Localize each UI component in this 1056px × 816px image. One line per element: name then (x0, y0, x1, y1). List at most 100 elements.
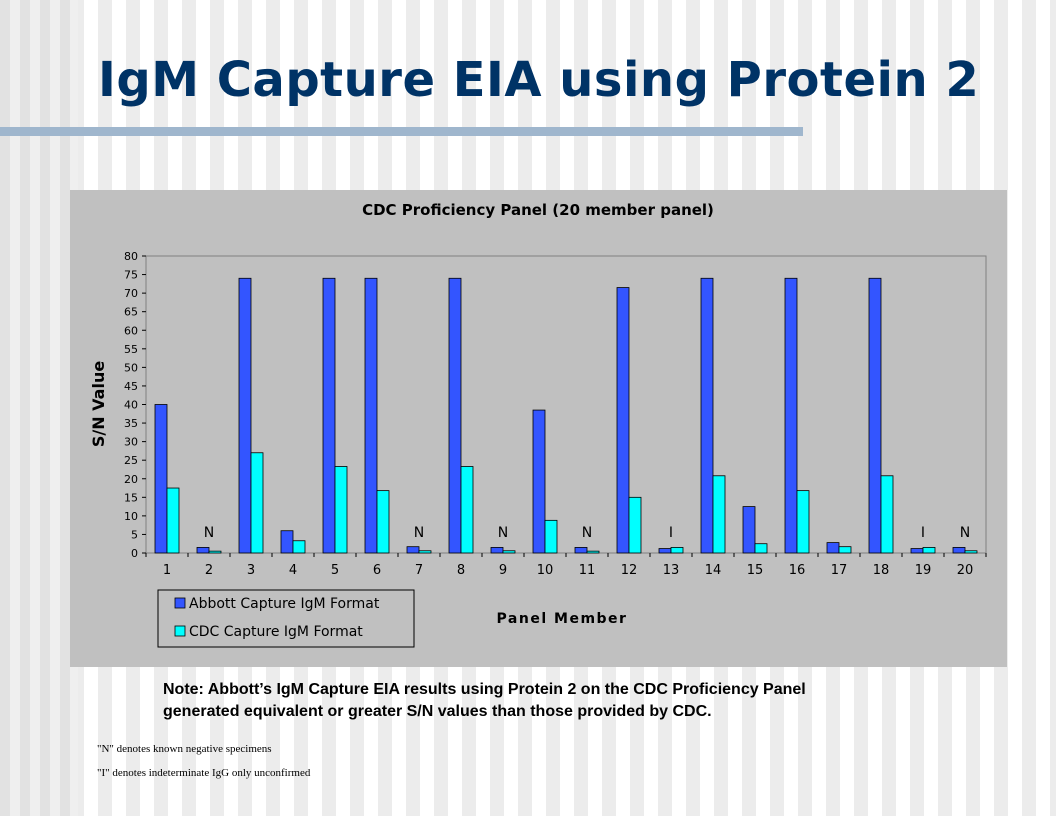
chart-legend: Abbott Capture IgM Format CDC Capture Ig… (157, 589, 415, 648)
title-divider (0, 127, 803, 136)
bar-cdc-11 (586, 550, 600, 554)
bar-abbott-17 (826, 542, 840, 554)
x-tick-label: 6 (373, 563, 381, 578)
annotation-label: N (582, 525, 592, 541)
x-tick-label: 5 (331, 563, 339, 578)
annotation-label: I (921, 525, 925, 541)
x-tick-label: 8 (457, 563, 465, 578)
bar-abbott-9 (490, 547, 504, 554)
y-tick-label: 25 (124, 454, 138, 467)
y-tick-label: 45 (124, 380, 138, 393)
chart-panel: CDC Proficiency Panel (20 member panel) … (70, 190, 1007, 667)
x-tick-label: 10 (537, 563, 554, 578)
x-tick-label: 3 (247, 563, 255, 578)
note-text: Note: Abbott’s IgM Capture EIA results u… (163, 681, 806, 720)
bar-cdc-7 (418, 550, 432, 554)
legend-label-abbott: Abbott Capture IgM Format (189, 596, 380, 612)
bar-abbott-7 (406, 546, 420, 554)
bar-abbott-16 (784, 277, 798, 554)
bar-abbott-15 (742, 506, 756, 554)
bar-abbott-13 (658, 548, 672, 554)
bar-cdc-2 (208, 550, 222, 554)
x-axis: 1 2 3 4 5 6 7 8 9 10 11 12 13 14 15 16 17 18 19 20 (145, 553, 987, 578)
bar-cdc-19 (922, 547, 936, 554)
bar-abbott-1 (154, 404, 168, 554)
bar-abbott-2 (196, 547, 210, 554)
chart-title: CDC Proficiency Panel (20 member panel) (362, 201, 714, 219)
y-axis: 0 5 10 15 20 25 30 35 40 45 50 55 60 65 70 75 80 (124, 250, 146, 560)
bar-cdc-13 (670, 547, 684, 554)
bar-cdc-10 (544, 519, 558, 554)
y-tick-label: 30 (124, 436, 138, 449)
x-tick-label: 1 (163, 563, 171, 578)
x-tick-label: 20 (957, 563, 974, 578)
bar-chart: CDC Proficiency Panel (20 member panel) … (89, 201, 987, 648)
x-tick-label: 7 (415, 563, 423, 578)
x-tick-label: 2 (205, 563, 213, 578)
slide-background-band (0, 0, 78, 816)
y-tick-label: 0 (131, 547, 138, 560)
bar-cdc-17 (838, 546, 852, 554)
bar-abbott-14 (700, 277, 714, 554)
annotation-label: N (960, 525, 970, 541)
legend-label-cdc: CDC Capture IgM Format (189, 624, 363, 640)
bar-cdc-3 (250, 452, 264, 554)
bar-cdc-8 (460, 466, 474, 554)
bar-cdc-6 (376, 490, 390, 554)
bar-abbott-11 (574, 547, 588, 554)
bar-abbott-4 (280, 530, 294, 554)
bar-cdc-1 (166, 487, 180, 554)
y-axis-label: S/N Value (89, 361, 108, 448)
legend-swatch-cdc (174, 625, 186, 637)
bar-abbott-18 (868, 277, 882, 554)
bar-cdc-5 (334, 466, 348, 554)
bar-abbott-6 (364, 277, 378, 554)
bar-cdc-12 (628, 496, 642, 554)
y-tick-label: 55 (124, 343, 138, 356)
x-tick-label: 17 (831, 563, 848, 578)
y-tick-label: 65 (124, 306, 138, 319)
x-tick-label: 16 (789, 563, 806, 578)
x-tick-label: 11 (579, 563, 596, 578)
y-tick-label: 10 (124, 510, 138, 523)
plot-area (145, 255, 987, 554)
annotation-label: N (498, 525, 508, 541)
footnote-negative: "N" denotes known negative specimens (97, 743, 272, 755)
x-tick-label: 15 (747, 563, 764, 578)
x-tick-label: 4 (289, 563, 297, 578)
legend-swatch-abbott (174, 597, 186, 609)
annotation-label: I (669, 525, 673, 541)
y-tick-label: 5 (131, 528, 138, 541)
bar-cdc-14 (712, 475, 726, 554)
bar-cdc-9 (502, 550, 516, 554)
bar-cdc-18 (880, 475, 894, 554)
x-tick-label: 14 (705, 563, 722, 578)
bar-abbott-20 (952, 547, 966, 554)
y-tick-label: 50 (124, 361, 138, 374)
x-tick-label: 13 (663, 563, 680, 578)
y-tick-label: 35 (124, 417, 138, 430)
x-tick-label: 18 (873, 563, 890, 578)
bar-abbott-12 (616, 287, 630, 554)
y-tick-label: 75 (124, 269, 138, 282)
bar-abbott-5 (322, 277, 336, 554)
bar-cdc-20 (964, 550, 978, 554)
y-tick-label: 20 (124, 473, 138, 486)
bars (154, 277, 978, 554)
x-tick-label: 9 (499, 563, 507, 578)
y-tick-label: 15 (124, 491, 138, 504)
bar-cdc-4 (292, 540, 306, 554)
annotation-label: N (204, 525, 214, 541)
y-tick-label: 60 (124, 324, 138, 337)
bar-abbott-19 (910, 548, 924, 554)
x-tick-label: 19 (915, 563, 932, 578)
bar-cdc-16 (796, 490, 810, 554)
x-tick-label: 12 (621, 563, 638, 578)
bar-abbott-8 (448, 277, 462, 554)
bar-cdc-15 (754, 543, 768, 554)
x-axis-label: Panel Member (497, 611, 628, 627)
y-tick-label: 70 (124, 287, 138, 300)
legend-box (157, 589, 415, 648)
annotation-label: N (414, 525, 424, 541)
